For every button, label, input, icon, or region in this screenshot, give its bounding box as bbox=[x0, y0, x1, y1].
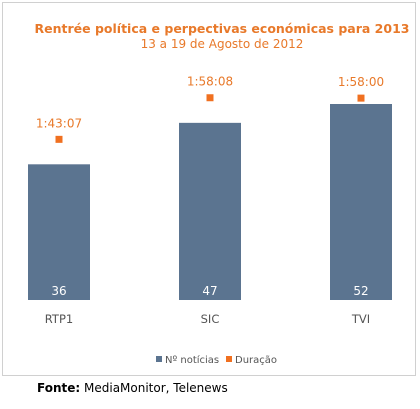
category-label-rtp1: RTP1 bbox=[45, 312, 73, 326]
bar-rtp1 bbox=[28, 164, 90, 300]
legend-swatch-noticias bbox=[156, 356, 162, 362]
duration-value-label: 1:58:08 bbox=[187, 75, 233, 89]
legend-swatch-duracao bbox=[226, 356, 232, 362]
bar-value-label: 47 bbox=[202, 284, 217, 298]
chart-frame bbox=[2, 2, 416, 376]
bar-sic bbox=[179, 122, 241, 300]
duration-marker bbox=[55, 135, 63, 143]
category-label-sic: SIC bbox=[201, 312, 220, 326]
source-note: Fonte: MediaMonitor, Telenews bbox=[37, 381, 228, 395]
duration-marker bbox=[357, 94, 365, 102]
category-label-tvi: TVI bbox=[351, 312, 370, 326]
source-label: Fonte: bbox=[37, 381, 81, 395]
source-text: MediaMonitor, Telenews bbox=[84, 381, 228, 395]
duration-value-label: 1:43:07 bbox=[36, 116, 82, 130]
duration-marker bbox=[206, 94, 214, 102]
bar-value-label: 36 bbox=[51, 284, 66, 298]
chart-title: Rentrée política e perpectivas económica… bbox=[35, 21, 410, 36]
legend-label-noticias: Nº notícias bbox=[165, 354, 219, 366]
legend-label-duracao: Duração bbox=[235, 355, 277, 366]
bar-tvi bbox=[330, 104, 392, 300]
chart-subtitle: 13 a 19 de Agosto de 2012 bbox=[141, 37, 304, 51]
duration-value-label: 1:58:00 bbox=[338, 75, 384, 89]
legend: Nº notícias Duração bbox=[156, 354, 277, 366]
bar-value-label: 52 bbox=[353, 284, 368, 298]
